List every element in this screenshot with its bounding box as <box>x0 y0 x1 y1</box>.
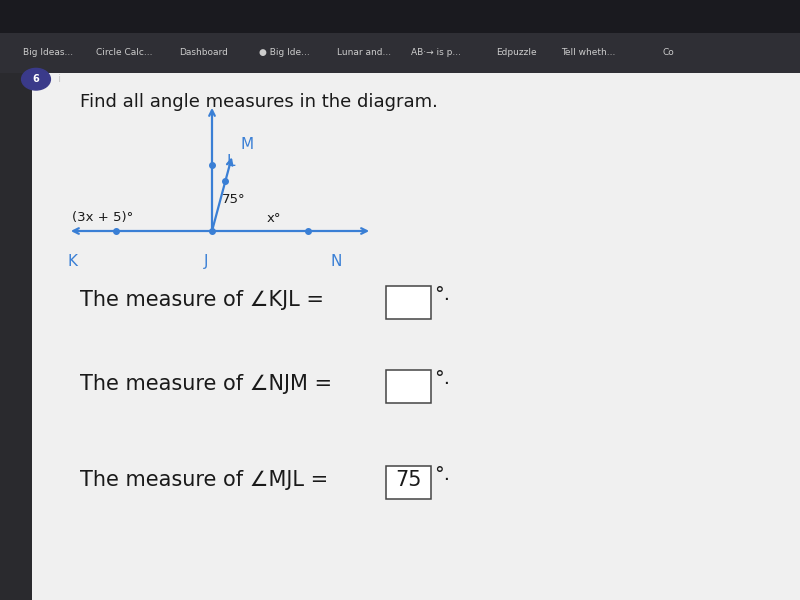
Text: Edpuzzle: Edpuzzle <box>496 48 536 57</box>
Text: °.: °. <box>434 284 450 304</box>
Text: Dashboard: Dashboard <box>179 48 229 57</box>
Text: 6: 6 <box>33 74 39 84</box>
Text: Lunar and...: Lunar and... <box>337 48 391 57</box>
Text: K: K <box>67 254 77 269</box>
Text: The measure of ∠KJL =: The measure of ∠KJL = <box>80 290 330 310</box>
Text: Co: Co <box>662 48 674 57</box>
Text: ● Big Ide...: ● Big Ide... <box>258 48 310 57</box>
Text: (3x + 5)°: (3x + 5)° <box>72 211 134 224</box>
Text: M: M <box>241 137 254 152</box>
Text: Big Ideas...: Big Ideas... <box>23 48 73 57</box>
Text: Find all angle measures in the diagram.: Find all angle measures in the diagram. <box>80 93 438 111</box>
Text: Circle Calc...: Circle Calc... <box>96 48 152 57</box>
FancyBboxPatch shape <box>386 286 431 319</box>
Bar <box>0 0 800 33</box>
Circle shape <box>22 68 50 90</box>
Text: Tell wheth...: Tell wheth... <box>561 48 615 57</box>
Text: J: J <box>203 254 208 269</box>
Text: The measure of ∠NJM =: The measure of ∠NJM = <box>80 374 338 394</box>
Text: N: N <box>330 254 342 269</box>
Text: °.: °. <box>434 464 450 484</box>
Bar <box>32 73 800 600</box>
Text: °.: °. <box>434 368 450 388</box>
Text: L: L <box>226 154 235 169</box>
FancyBboxPatch shape <box>386 466 431 499</box>
Text: i: i <box>58 74 62 84</box>
Text: 75°: 75° <box>222 193 246 206</box>
Bar <box>0 33 800 73</box>
Text: The measure of ∠MJL =: The measure of ∠MJL = <box>80 470 335 490</box>
FancyBboxPatch shape <box>386 370 431 403</box>
Text: 75: 75 <box>395 470 422 490</box>
Text: AB·→ is p...: AB·→ is p... <box>411 48 461 57</box>
Text: x°: x° <box>266 212 281 225</box>
